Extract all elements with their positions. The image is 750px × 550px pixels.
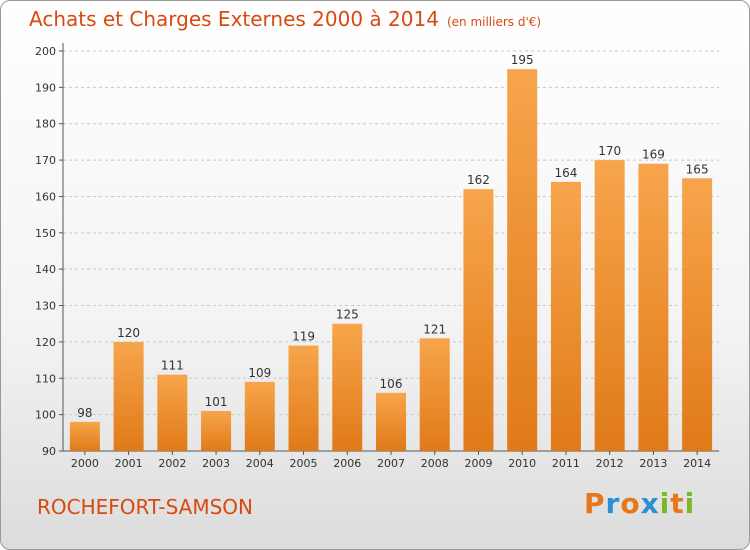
- x-tick-label-2005: 2005: [290, 457, 318, 470]
- bar-2010: [507, 69, 538, 451]
- logo-letter: i: [684, 487, 696, 520]
- bar-2012: [594, 160, 625, 451]
- x-tick-label-2009: 2009: [464, 457, 492, 470]
- y-tick-label: 130: [35, 300, 56, 313]
- value-label-2003: 101: [205, 395, 228, 409]
- chart-subtitle: (en milliers d'€): [446, 15, 542, 29]
- logo-letter: r: [605, 487, 621, 520]
- bar-2004: [244, 381, 275, 451]
- x-tick-label-2011: 2011: [552, 457, 580, 470]
- place-name: ROCHEFORT-SAMSON: [37, 495, 253, 519]
- value-label-2006: 125: [336, 308, 359, 322]
- bar-2011: [550, 181, 581, 451]
- x-tick-label-2006: 2006: [333, 457, 361, 470]
- value-label-2000: 98: [77, 406, 92, 420]
- value-label-2007: 106: [380, 377, 403, 391]
- proxiti-logo: Proxiti: [584, 487, 695, 520]
- y-tick-label: 100: [35, 409, 56, 422]
- y-tick-label: 190: [35, 81, 56, 94]
- value-label-2011: 164: [554, 166, 577, 180]
- value-label-2008: 121: [423, 322, 446, 336]
- y-tick-label: 140: [35, 263, 56, 276]
- x-tick-label-2010: 2010: [508, 457, 536, 470]
- bar-2005: [288, 345, 319, 451]
- bar-2009: [463, 189, 494, 451]
- bar-2014: [682, 178, 713, 452]
- labels: 98 2000 120 2001 111 2002 101 2003 109 2004 119 200…: [71, 53, 711, 470]
- x-tick-label-2000: 2000: [71, 457, 99, 470]
- logo-letter: i: [659, 487, 671, 520]
- bar-2001: [113, 341, 144, 451]
- x-tick-label-2014: 2014: [683, 457, 711, 470]
- value-label-2010: 195: [511, 53, 534, 67]
- bars: [69, 69, 713, 452]
- x-tick-label-2003: 2003: [202, 457, 230, 470]
- x-tick-label-2007: 2007: [377, 457, 405, 470]
- x-tick-label-2013: 2013: [639, 457, 667, 470]
- chart-title: Achats et Charges Externes 2000 à 2014 (e…: [29, 7, 541, 31]
- value-label-2002: 111: [161, 359, 184, 373]
- value-label-2009: 162: [467, 173, 490, 187]
- y-tick-label: 120: [35, 336, 56, 349]
- bar-2007: [376, 392, 406, 451]
- logo-letter: t: [670, 487, 685, 520]
- bar-2008: [419, 338, 450, 451]
- y-tick-label: 200: [35, 45, 56, 58]
- value-label-2004: 109: [248, 366, 271, 380]
- x-tick-label-2004: 2004: [246, 457, 274, 470]
- value-label-2014: 165: [686, 162, 709, 176]
- value-label-2001: 120: [117, 326, 140, 340]
- logo-letter: x: [640, 487, 660, 520]
- bar-2013: [638, 163, 669, 451]
- bar-2002: [157, 374, 188, 451]
- bar-2006: [332, 323, 363, 451]
- bar-2000: [69, 421, 100, 451]
- x-tick-label-2001: 2001: [115, 457, 143, 470]
- y-tick-label: 160: [35, 190, 56, 203]
- y-tick-label: 90: [42, 445, 56, 458]
- x-tick-label-2008: 2008: [421, 457, 449, 470]
- y-tick-label: 110: [35, 372, 56, 385]
- y-tick-label: 170: [35, 154, 56, 167]
- value-label-2005: 119: [292, 330, 315, 344]
- value-label-2012: 170: [598, 144, 621, 158]
- x-tick-label-2002: 2002: [158, 457, 186, 470]
- y-tick-label: 180: [35, 118, 56, 131]
- logo-letter: o: [620, 487, 641, 520]
- bar-2003: [201, 411, 232, 451]
- y-tick-label: 150: [35, 227, 56, 240]
- chart-title-text: Achats et Charges Externes 2000 à 2014: [29, 7, 439, 31]
- value-label-2013: 169: [642, 148, 665, 162]
- x-tick-label-2012: 2012: [596, 457, 624, 470]
- logo-letter: P: [584, 487, 606, 520]
